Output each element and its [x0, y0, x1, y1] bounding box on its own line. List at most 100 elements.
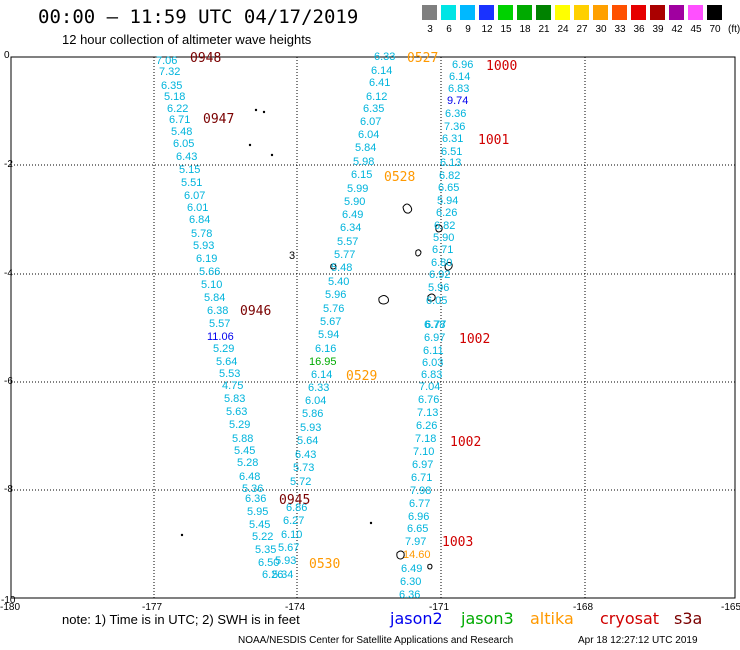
scale-label: 42 — [671, 24, 683, 35]
scale-label: 70 — [709, 24, 721, 35]
wave-height-reading: 5.63 — [226, 406, 248, 418]
scale-swatch — [688, 5, 703, 20]
pass-time-label: 0527 — [407, 51, 439, 66]
x-axis-tick-label: -177 — [142, 602, 163, 613]
y-axis-tick-label: 0 — [4, 50, 10, 61]
scale-swatch — [574, 5, 589, 20]
y-axis-tick-label: -8 — [4, 484, 13, 495]
wave-height-reading: 5.45 — [234, 445, 256, 457]
wave-height-reading: 5.57 — [209, 318, 231, 330]
pass-time-label: 1001 — [478, 133, 510, 148]
y-axis-tick-label: -10 — [1, 595, 16, 606]
x-axis-tick-label: -174 — [285, 602, 306, 613]
wave-height-reading: 6.97 — [424, 332, 446, 344]
wave-height-reading: 7.32 — [159, 66, 181, 78]
footer-credit: NOAA/NESDIS Center for Satellite Applica… — [238, 635, 514, 646]
wave-height-reading: 4.75 — [222, 380, 244, 392]
island-label: 3 — [289, 250, 296, 262]
wave-height-reading: 5.94 — [318, 329, 340, 341]
wave-height-reading: 6.14 — [371, 65, 393, 77]
wave-height-reading: 6.83 — [421, 369, 443, 381]
wave-height-reading: 7.13 — [417, 407, 439, 419]
wave-height-reading: 5.96 — [325, 289, 347, 301]
legend-cryosat: cryosat — [600, 609, 660, 628]
wave-height-reading: 6.27 — [283, 515, 305, 527]
wave-height-reading: 5.93 — [193, 240, 215, 252]
scale-swatch — [707, 5, 722, 20]
wave-height-reading: 6.65 — [407, 523, 429, 535]
wave-height-reading: 6.82 — [439, 170, 461, 182]
wave-height-reading: 6.26 — [436, 207, 458, 219]
scale-swatch — [631, 5, 646, 20]
island-outline — [402, 203, 413, 214]
wave-height-reading: 7.04 — [419, 381, 441, 393]
wave-height-reading: 5.93 — [300, 422, 322, 434]
wave-height-reading: 6.14 — [449, 71, 471, 83]
island-outline — [396, 550, 405, 560]
wave-height-reading: 6.26 — [262, 569, 284, 581]
wave-height-reading: 6.07 — [360, 116, 382, 128]
wave-height-reading: 6.82 — [434, 220, 456, 232]
pass-time-label: 0946 — [240, 304, 272, 319]
wave-height-reading: 5.93 — [275, 555, 297, 567]
footer-date: Apr 18 12:27:12 UTC 2019 — [578, 635, 698, 646]
scale-swatch — [612, 5, 627, 20]
x-axis-tick-label: -180 — [0, 602, 21, 613]
wave-height-reading: 5.67 — [320, 316, 342, 328]
wave-height-reading: 6.49 — [342, 209, 364, 221]
wave-height-reading: 5.57 — [337, 236, 359, 248]
scale-swatch — [650, 5, 665, 20]
wave-height-reading: 5.35 — [255, 544, 277, 556]
wave-height-reading: 6.30 — [400, 576, 422, 588]
wave-height-reading: 7.98 — [410, 485, 432, 497]
pass-time-label: 0529 — [346, 369, 378, 384]
wave-height-reading: 5.36 — [242, 483, 264, 495]
wave-height-reading: 5.64 — [297, 435, 319, 447]
wave-height-reading: 6.92 — [429, 269, 451, 281]
pass-time-label: 1000 — [486, 59, 518, 74]
pass-time-label: 0945 — [279, 493, 311, 508]
scale-swatch — [498, 5, 513, 20]
island-outline — [435, 224, 443, 233]
wave-height-reading: 6.84 — [189, 214, 211, 226]
island-dot — [270, 153, 274, 157]
wave-height-reading: 5.48 — [171, 126, 193, 138]
pass-time-label: 1002 — [459, 332, 491, 347]
wave-height-reading: 5.34 — [272, 569, 294, 581]
wave-height-reading: 6.35 — [363, 103, 385, 115]
pass-time-label: 1003 — [442, 535, 474, 550]
island-outline — [330, 263, 337, 270]
island-outline — [427, 293, 436, 302]
wave-height-reading: 9.74 — [447, 95, 469, 107]
wave-height-reading: 6.36 — [445, 108, 467, 120]
wave-height-reading: 6.77 — [425, 319, 447, 331]
wave-height-reading: 5.40 — [328, 276, 350, 288]
wave-height-reading: 6.33 — [308, 382, 330, 394]
wave-height-reading: 6.16 — [315, 343, 337, 355]
wave-height-reading: 6.34 — [340, 222, 362, 234]
wave-height-reading: 6.07 — [184, 190, 206, 202]
x-axis-tick-label: -165 — [721, 602, 740, 613]
pass-time-label: 0528 — [384, 170, 416, 185]
wave-height-reading: 5.29 — [213, 343, 235, 355]
scale-swatch — [517, 5, 532, 20]
wave-height-reading: 14.60 — [403, 549, 431, 561]
scale-swatch — [536, 5, 551, 20]
wave-height-reading: 7.06 — [156, 55, 178, 67]
island-outline — [415, 249, 422, 257]
scale-label: 30 — [595, 24, 607, 35]
scale-label: 36 — [633, 24, 645, 35]
wave-height-reading: 16.95 — [309, 356, 337, 368]
wave-height-reading: 6.71 — [169, 114, 191, 126]
wave-height-reading: 5.95 — [247, 506, 269, 518]
scale-label: 27 — [576, 24, 588, 35]
wave-height-reading: 6.65 — [438, 182, 460, 194]
wave-height-reading: 6.04 — [358, 129, 380, 141]
x-axis-tick-label: -168 — [573, 602, 594, 613]
wave-height-reading: 6.01 — [187, 202, 209, 214]
wave-height-reading: 7.10 — [413, 446, 435, 458]
wave-height-reading: 6.05 — [426, 295, 448, 307]
wave-height-reading: 6.49 — [401, 563, 423, 575]
wave-height-reading: 6.10 — [281, 529, 303, 541]
